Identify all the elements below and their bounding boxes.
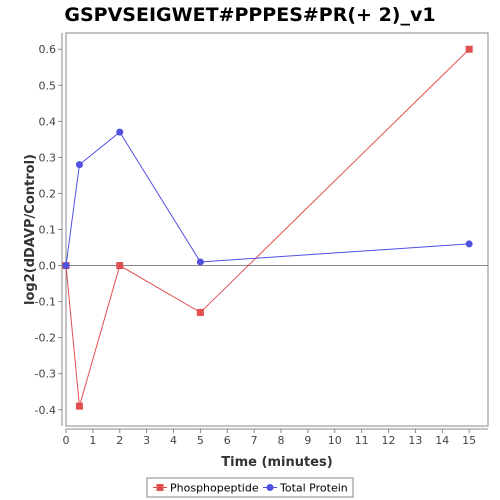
- y-tick-label: 0.3: [39, 151, 57, 164]
- x-tick-label: 3: [143, 434, 150, 447]
- legend-circle-icon: [266, 484, 274, 491]
- x-tick-label: 8: [278, 434, 285, 447]
- data-point-square: [116, 262, 124, 270]
- x-tick-label: 7: [251, 434, 258, 447]
- y-tick-label: 0.0: [39, 260, 57, 273]
- data-point-circle: [75, 161, 83, 169]
- data-point-circle: [196, 258, 204, 266]
- y-tick-label: -0.3: [35, 368, 56, 381]
- legend-label: Phosphopeptide: [170, 482, 259, 495]
- x-axis-title: Time (minutes): [221, 455, 332, 470]
- legend-square-icon: [156, 484, 164, 491]
- data-point-circle: [62, 262, 70, 270]
- data-point-circle: [465, 240, 473, 248]
- x-tick-label: 6: [224, 434, 231, 447]
- x-tick-label: 1: [89, 434, 96, 447]
- data-point-circle: [116, 128, 124, 136]
- y-tick-label: 0.5: [39, 79, 57, 92]
- y-tick-label: 0.2: [39, 187, 57, 200]
- x-tick-label: 5: [197, 434, 204, 447]
- data-point-square: [196, 308, 204, 316]
- legend-box: [146, 477, 354, 498]
- y-tick-label: 0.4: [39, 115, 57, 128]
- x-tick-label: 13: [408, 434, 422, 447]
- x-tick-label: 0: [63, 434, 70, 447]
- x-tick-label: 4: [170, 434, 177, 447]
- data-point-square: [465, 45, 473, 53]
- legend-label: Total Protein: [279, 482, 348, 495]
- data-point-square: [75, 402, 83, 410]
- plot-area: [65, 32, 489, 427]
- chart-title: GSPVSEIGWET#PPPES#PR(+ 2)_v1: [64, 4, 436, 26]
- y-tick-label: -0.2: [35, 332, 56, 345]
- y-axis-title: log2(dDAVP/Control): [23, 154, 38, 305]
- y-tick-label: 0.1: [39, 224, 57, 237]
- y-tick-label: 0.6: [39, 43, 57, 56]
- x-tick-label: 2: [116, 434, 123, 447]
- x-tick-label: 12: [382, 434, 396, 447]
- legend: Phosphopeptide Total Protein: [146, 477, 354, 498]
- x-tick-label: 11: [355, 434, 369, 447]
- x-tick-label: 14: [435, 434, 449, 447]
- x-tick-label: 9: [304, 434, 311, 447]
- y-tick-label: -0.1: [35, 296, 56, 309]
- x-tick-label: 15: [462, 434, 476, 447]
- y-tick-label: -0.4: [35, 404, 56, 417]
- x-tick-label: 10: [328, 434, 342, 447]
